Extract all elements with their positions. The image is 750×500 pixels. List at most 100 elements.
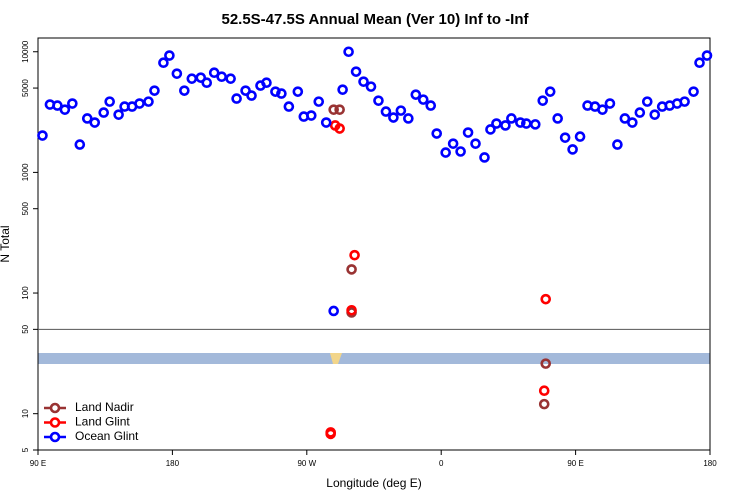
- point: [313, 96, 325, 107]
- point: [143, 96, 154, 107]
- point: [440, 147, 451, 158]
- y-tick-label: 500: [21, 201, 30, 215]
- point: [52, 100, 63, 111]
- legend-marker: [49, 402, 61, 414]
- point: [292, 86, 304, 97]
- point: [350, 66, 362, 77]
- point: [134, 98, 145, 109]
- x-tick-label: 90 W: [297, 459, 316, 468]
- point: [462, 127, 474, 138]
- point: [479, 152, 490, 163]
- point: [515, 117, 526, 128]
- point: [538, 398, 550, 410]
- point: [612, 139, 623, 150]
- point: [149, 85, 160, 96]
- point: [529, 119, 541, 130]
- x-axis-label: Longitude (deg E): [326, 476, 421, 490]
- point: [240, 85, 251, 96]
- point: [186, 73, 198, 84]
- point: [552, 113, 563, 124]
- point: [343, 46, 354, 58]
- legend-marker: [49, 431, 61, 443]
- point: [544, 86, 556, 97]
- point: [455, 146, 466, 157]
- point: [179, 85, 190, 96]
- point: [538, 385, 550, 397]
- point: [104, 96, 115, 107]
- x-tick-label: 180: [166, 459, 180, 468]
- y-tick-label: 100: [21, 286, 30, 300]
- y-axis-label: N Total: [0, 225, 12, 262]
- point: [216, 71, 227, 83]
- point: [334, 104, 345, 115]
- point: [164, 50, 175, 61]
- point: [283, 101, 295, 112]
- point: [328, 305, 339, 317]
- x-tick-label: 90 E: [567, 459, 583, 468]
- point: [447, 138, 459, 149]
- point: [328, 104, 339, 115]
- point: [59, 104, 71, 115]
- point: [403, 113, 414, 124]
- point: [567, 144, 578, 155]
- point: [325, 428, 336, 440]
- point: [74, 139, 86, 150]
- point: [113, 109, 124, 120]
- point: [349, 249, 360, 261]
- point: [521, 118, 532, 129]
- point: [395, 105, 407, 116]
- map-strip: [38, 353, 710, 364]
- point: [276, 88, 287, 99]
- point: [89, 117, 101, 128]
- point: [597, 104, 608, 115]
- point: [158, 57, 169, 69]
- chart-title: 52.5S-47.5S Annual Mean (Ver 10) Inf to …: [221, 11, 529, 28]
- legend-label: Ocean Glint: [75, 429, 139, 443]
- point: [649, 109, 661, 120]
- point: [694, 57, 705, 69]
- x-tick-label: 0: [439, 459, 444, 468]
- y-tick-label: 10000: [21, 40, 30, 63]
- point: [627, 117, 638, 128]
- point: [98, 107, 110, 118]
- point: [417, 94, 429, 105]
- point: [305, 110, 317, 121]
- point: [346, 304, 357, 316]
- point: [485, 124, 496, 135]
- plot-frame: [37, 37, 711, 451]
- point: [540, 293, 552, 305]
- point: [425, 100, 437, 111]
- point: [679, 96, 690, 107]
- legend-marker: [49, 417, 61, 428]
- map-land: [330, 353, 342, 364]
- legend-label: Land Nadir: [75, 400, 134, 414]
- point: [270, 86, 281, 97]
- point: [604, 98, 616, 109]
- point: [337, 84, 348, 95]
- legend-label: Land Glint: [75, 415, 130, 429]
- point: [358, 76, 369, 87]
- point: [559, 132, 571, 143]
- point: [81, 113, 93, 124]
- y-tick-label: 50: [21, 324, 30, 333]
- x-tick-label: 180: [703, 459, 717, 468]
- y-tick-label: 5000: [21, 79, 30, 97]
- point: [431, 128, 443, 139]
- point: [540, 358, 552, 369]
- point: [201, 77, 213, 88]
- point: [195, 72, 207, 83]
- point: [470, 138, 481, 149]
- point: [225, 73, 236, 84]
- point: [334, 123, 345, 134]
- point: [574, 131, 586, 142]
- point: [500, 120, 511, 131]
- point: [373, 95, 384, 106]
- point: [261, 77, 272, 88]
- point: [231, 93, 242, 104]
- y-tick-label: 10: [21, 409, 30, 418]
- point: [67, 98, 78, 109]
- y-tick-label: 5: [21, 447, 30, 452]
- point: [346, 264, 357, 275]
- point: [491, 118, 502, 129]
